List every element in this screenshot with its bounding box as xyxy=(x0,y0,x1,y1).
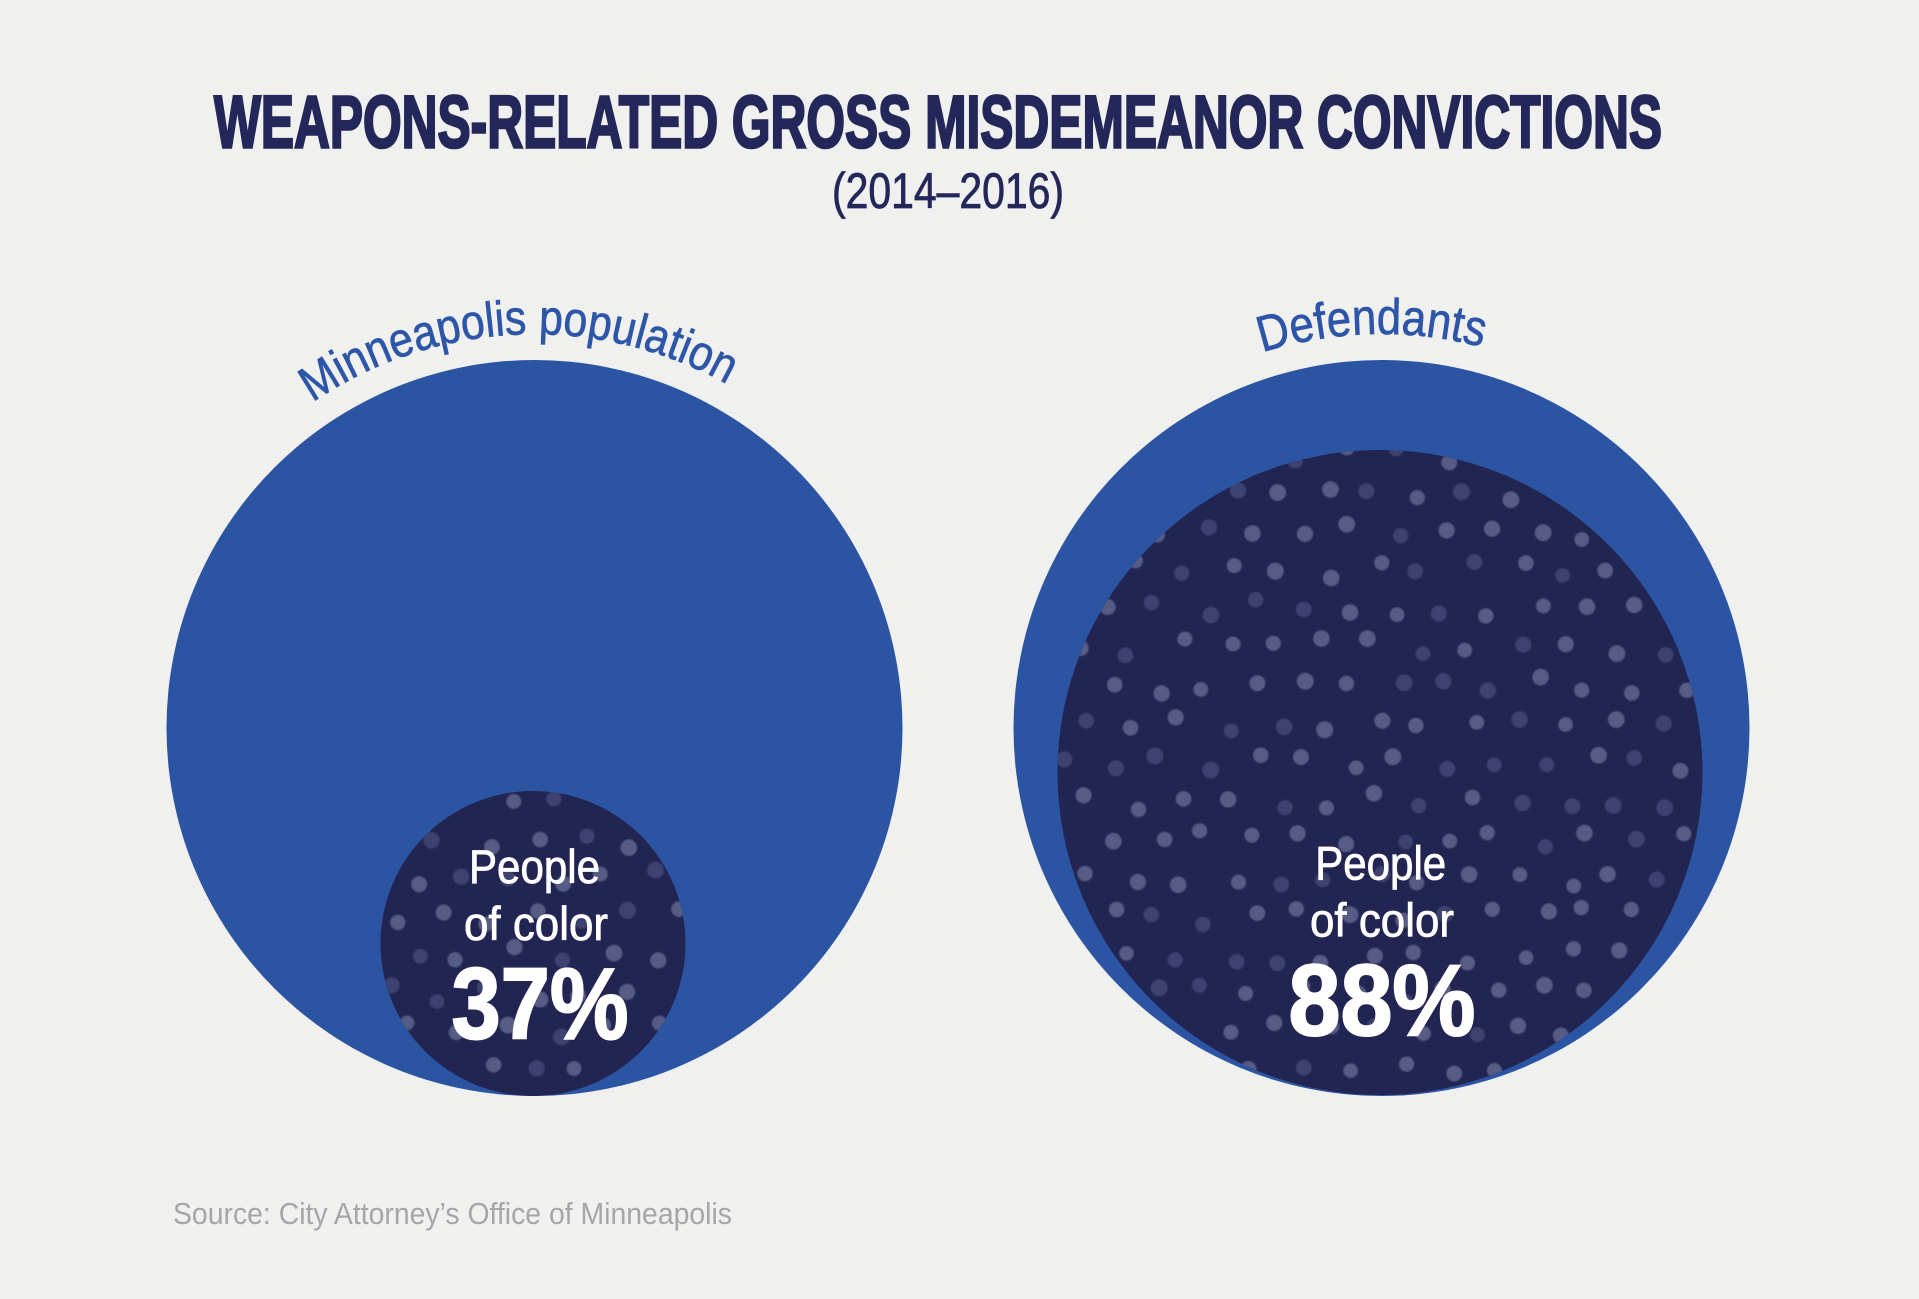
svg-text:People: People xyxy=(469,841,600,894)
svg-text:88%: 88% xyxy=(1289,945,1476,1057)
svg-text:of color: of color xyxy=(1310,895,1454,948)
svg-text:(2014–2016): (2014–2016) xyxy=(832,163,1064,219)
svg-text:37%: 37% xyxy=(452,949,629,1061)
svg-text:of color: of color xyxy=(464,898,608,951)
svg-text:Source: City Attorney’s Office: Source: City Attorney’s Office of Minnea… xyxy=(173,1197,732,1231)
svg-text:WEAPONS-RELATED GROSS MISDEMEA: WEAPONS-RELATED GROSS MISDEMEANOR CONVIC… xyxy=(214,81,1662,164)
svg-text:People: People xyxy=(1315,838,1446,891)
